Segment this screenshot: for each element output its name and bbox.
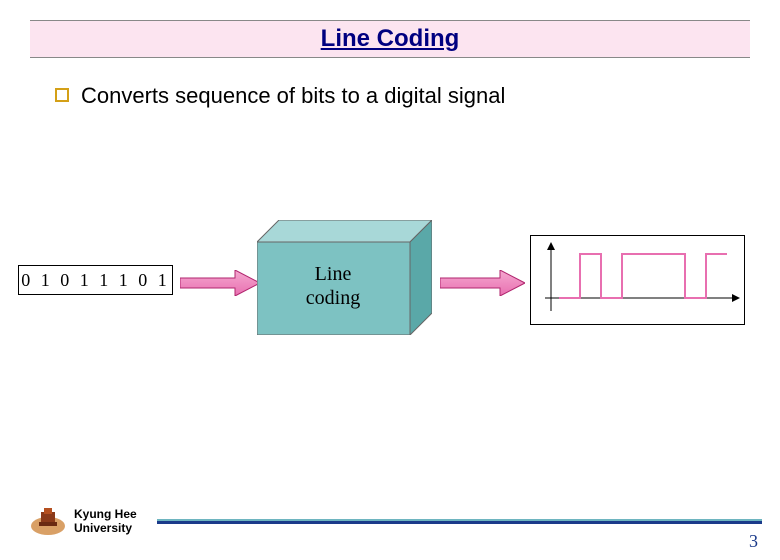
university-line2: University: [74, 521, 137, 535]
bits-sequence: 0 1 0 1 1 1 0 1: [21, 270, 170, 291]
bits-box: 0 1 0 1 1 1 0 1: [18, 265, 173, 295]
block-label-line2: coding: [306, 287, 360, 309]
footer-divider: [157, 518, 762, 524]
bullet-marker: [55, 88, 69, 102]
university-line1: Kyung Hee: [74, 507, 137, 521]
block-label-line1: Line: [315, 263, 352, 285]
university-logo: [30, 506, 66, 536]
page-title: Line Coding: [321, 25, 460, 52]
bullet-item: Converts sequence of bits to a digital s…: [55, 83, 780, 109]
arrow-left: [180, 270, 260, 296]
title-bar: Line Coding: [30, 20, 750, 58]
signal-box: [530, 235, 745, 325]
diagram: 0 1 0 1 1 1 0 1 Line coding: [0, 220, 780, 370]
arrow-right: [440, 270, 525, 296]
university-name: Kyung Hee University: [74, 507, 137, 536]
line-coding-block: Line coding: [257, 220, 432, 335]
footer: Kyung Hee University: [30, 506, 762, 536]
bullet-text: Converts sequence of bits to a digital s…: [81, 83, 505, 109]
digital-signal-chart: [531, 236, 746, 326]
page-number: 3: [749, 531, 758, 552]
